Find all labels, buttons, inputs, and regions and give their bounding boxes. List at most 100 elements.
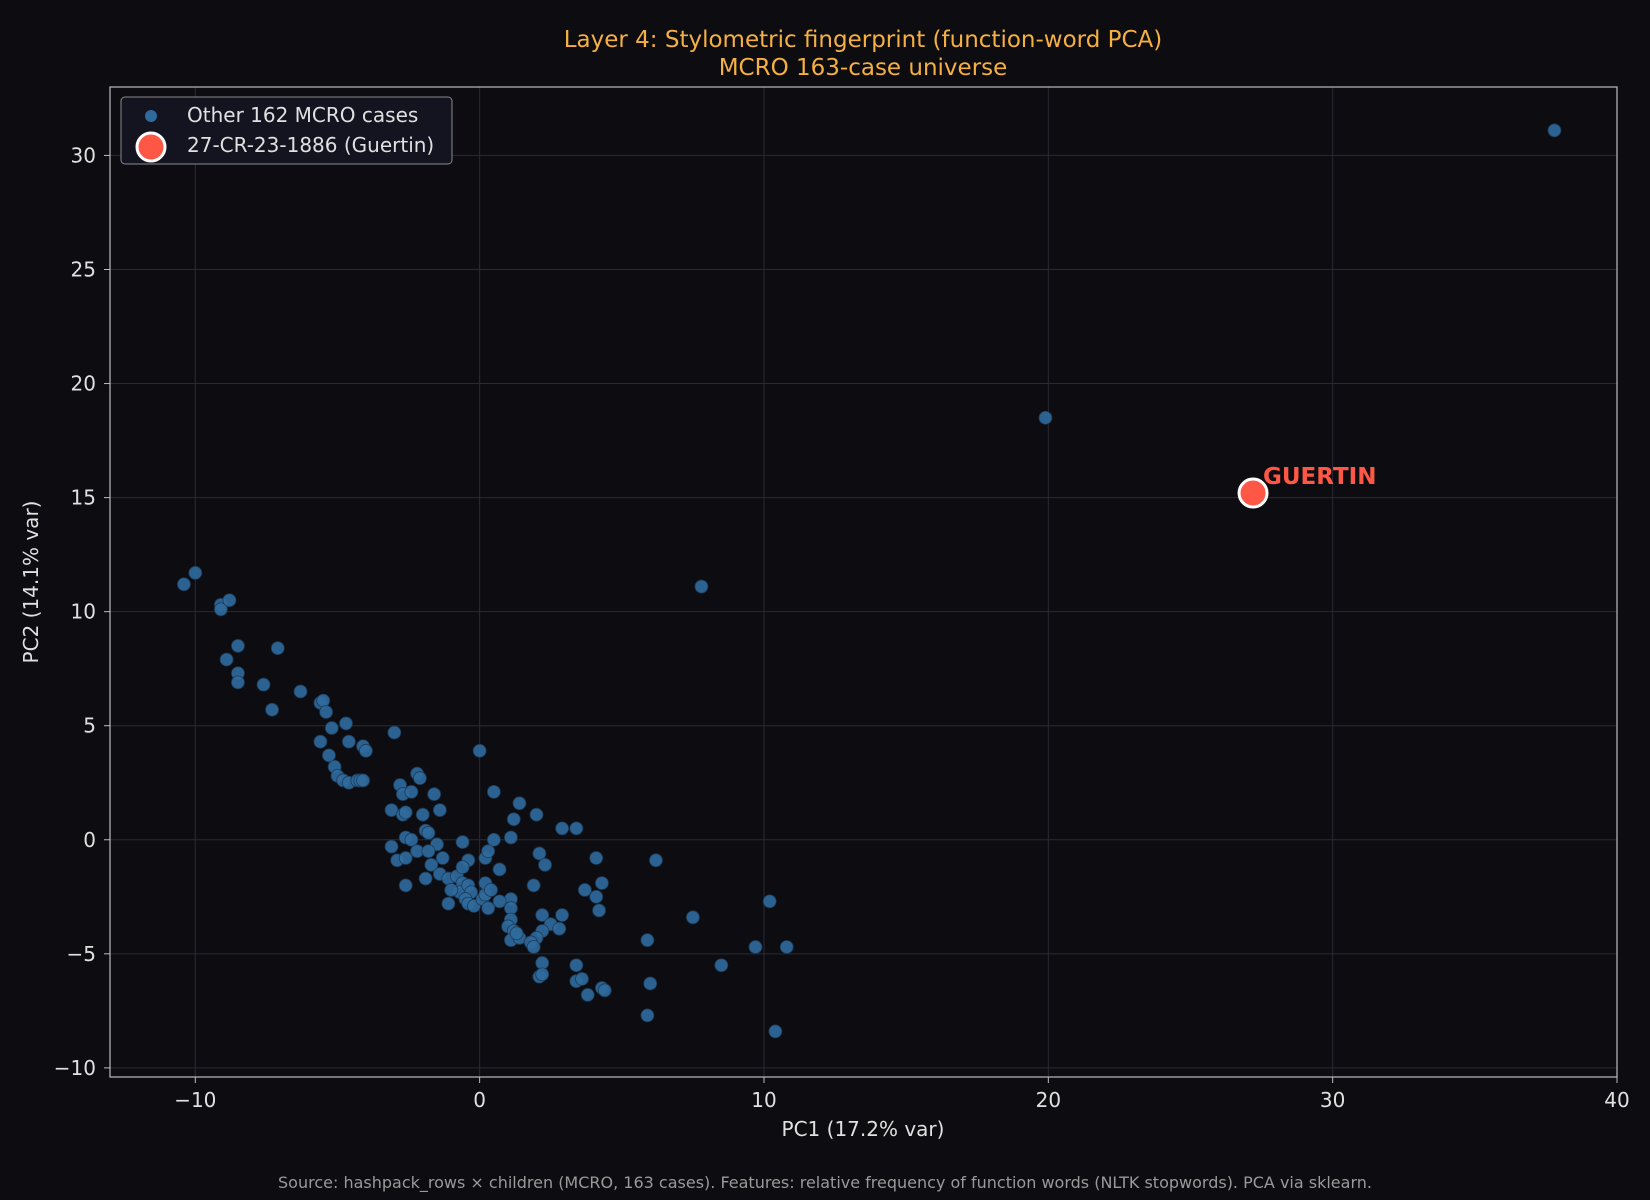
legend: Other 162 MCRO cases 27-CR-23-1886 (Guer… bbox=[120, 96, 453, 165]
data-point bbox=[555, 821, 569, 836]
data-point bbox=[265, 702, 279, 717]
legend-marker-others bbox=[145, 110, 157, 122]
data-point bbox=[569, 958, 584, 973]
data-point bbox=[441, 896, 456, 911]
guertin-point bbox=[1237, 477, 1269, 509]
x-axis-label: PC1 (17.2% var) bbox=[782, 1117, 945, 1141]
data-point bbox=[486, 832, 501, 847]
data-point bbox=[569, 821, 584, 836]
y-tick-label: 10 bbox=[71, 600, 96, 624]
data-point bbox=[324, 721, 339, 735]
y-tick-label: 15 bbox=[71, 486, 96, 510]
y-tick-label: 25 bbox=[71, 257, 96, 281]
data-point bbox=[398, 878, 413, 893]
y-tick-label: 30 bbox=[71, 143, 96, 167]
data-point bbox=[188, 565, 203, 580]
data-point bbox=[532, 846, 547, 861]
data-point bbox=[387, 725, 402, 740]
data-point bbox=[575, 972, 589, 986]
data-point bbox=[404, 832, 419, 847]
data-point bbox=[552, 921, 567, 936]
data-point bbox=[231, 638, 245, 653]
data-point bbox=[577, 883, 592, 897]
data-point bbox=[219, 652, 234, 667]
data-point bbox=[768, 1024, 783, 1039]
data-point bbox=[455, 860, 470, 875]
guertin-annotation: GUERTIN bbox=[1263, 464, 1376, 490]
footnote: Source: hashpack_rows × children (MCRO, … bbox=[278, 1173, 1372, 1193]
legend-marker-guertin bbox=[135, 131, 167, 163]
data-point bbox=[270, 641, 285, 656]
legend-box bbox=[120, 96, 453, 165]
points-layer bbox=[177, 123, 1562, 1039]
data-point bbox=[640, 1008, 655, 1023]
x-tick-label: 20 bbox=[1036, 1088, 1061, 1112]
y-axis-label: PC2 (14.1% var) bbox=[19, 501, 43, 664]
data-point bbox=[748, 940, 763, 954]
data-point bbox=[529, 807, 544, 822]
data-point bbox=[316, 693, 331, 708]
x-tick-label: 30 bbox=[1320, 1088, 1345, 1112]
data-point bbox=[504, 830, 518, 845]
data-point bbox=[322, 748, 336, 763]
chart-title: Layer 4: Stylometric fingerprint (functi… bbox=[564, 27, 1163, 53]
data-point bbox=[421, 844, 436, 859]
data-point bbox=[418, 871, 433, 886]
data-point bbox=[231, 675, 245, 690]
data-point bbox=[506, 812, 521, 827]
data-point bbox=[643, 976, 658, 991]
data-point bbox=[455, 835, 470, 849]
data-point bbox=[492, 894, 507, 909]
data-point bbox=[512, 796, 527, 811]
data-point bbox=[592, 903, 606, 918]
data-point bbox=[432, 803, 447, 818]
x-tick-label: 0 bbox=[473, 1088, 486, 1112]
y-tick-label: 5 bbox=[83, 714, 96, 738]
data-point bbox=[685, 910, 700, 925]
data-point bbox=[762, 894, 777, 909]
data-point bbox=[481, 901, 496, 916]
data-point bbox=[589, 851, 604, 865]
legend-label-others: Other 162 MCRO cases bbox=[187, 103, 418, 127]
ticks-layer: −10 0 10 20 30 40 −10 −5 0 5 10 15 20 25 30 bbox=[54, 143, 1630, 1112]
data-point bbox=[779, 940, 794, 954]
legend-label-guertin: 27-CR-23-1886 (Guertin) bbox=[187, 133, 434, 157]
data-point bbox=[595, 876, 609, 891]
y-tick-label: −5 bbox=[67, 942, 96, 966]
data-point bbox=[1038, 410, 1053, 425]
data-point bbox=[421, 826, 436, 840]
data-point bbox=[526, 878, 541, 893]
x-tick-label: 40 bbox=[1604, 1088, 1629, 1112]
data-point bbox=[313, 734, 328, 749]
data-point bbox=[649, 853, 663, 868]
y-tick-label: −10 bbox=[54, 1056, 96, 1080]
data-point bbox=[640, 933, 655, 948]
data-point bbox=[444, 883, 459, 897]
data-point bbox=[398, 851, 413, 865]
data-point bbox=[427, 787, 442, 802]
data-point bbox=[535, 908, 550, 922]
data-point bbox=[384, 839, 399, 854]
chart-subtitle: MCRO 163-case universe bbox=[719, 55, 1008, 81]
data-point bbox=[486, 784, 501, 799]
data-point bbox=[177, 577, 191, 592]
plot-frame bbox=[109, 86, 1618, 1078]
data-point bbox=[356, 773, 370, 788]
data-point bbox=[492, 862, 507, 877]
data-point bbox=[415, 807, 430, 822]
data-point bbox=[694, 579, 709, 594]
x-tick-label: 10 bbox=[751, 1088, 776, 1112]
data-point bbox=[1547, 123, 1562, 138]
data-point bbox=[398, 805, 413, 820]
data-point bbox=[339, 716, 353, 731]
data-point bbox=[256, 677, 271, 692]
data-point bbox=[481, 844, 496, 859]
data-point bbox=[222, 593, 237, 608]
data-point bbox=[435, 851, 450, 865]
data-point bbox=[484, 883, 498, 897]
y-tick-label: 20 bbox=[71, 372, 96, 396]
data-point bbox=[341, 734, 356, 749]
